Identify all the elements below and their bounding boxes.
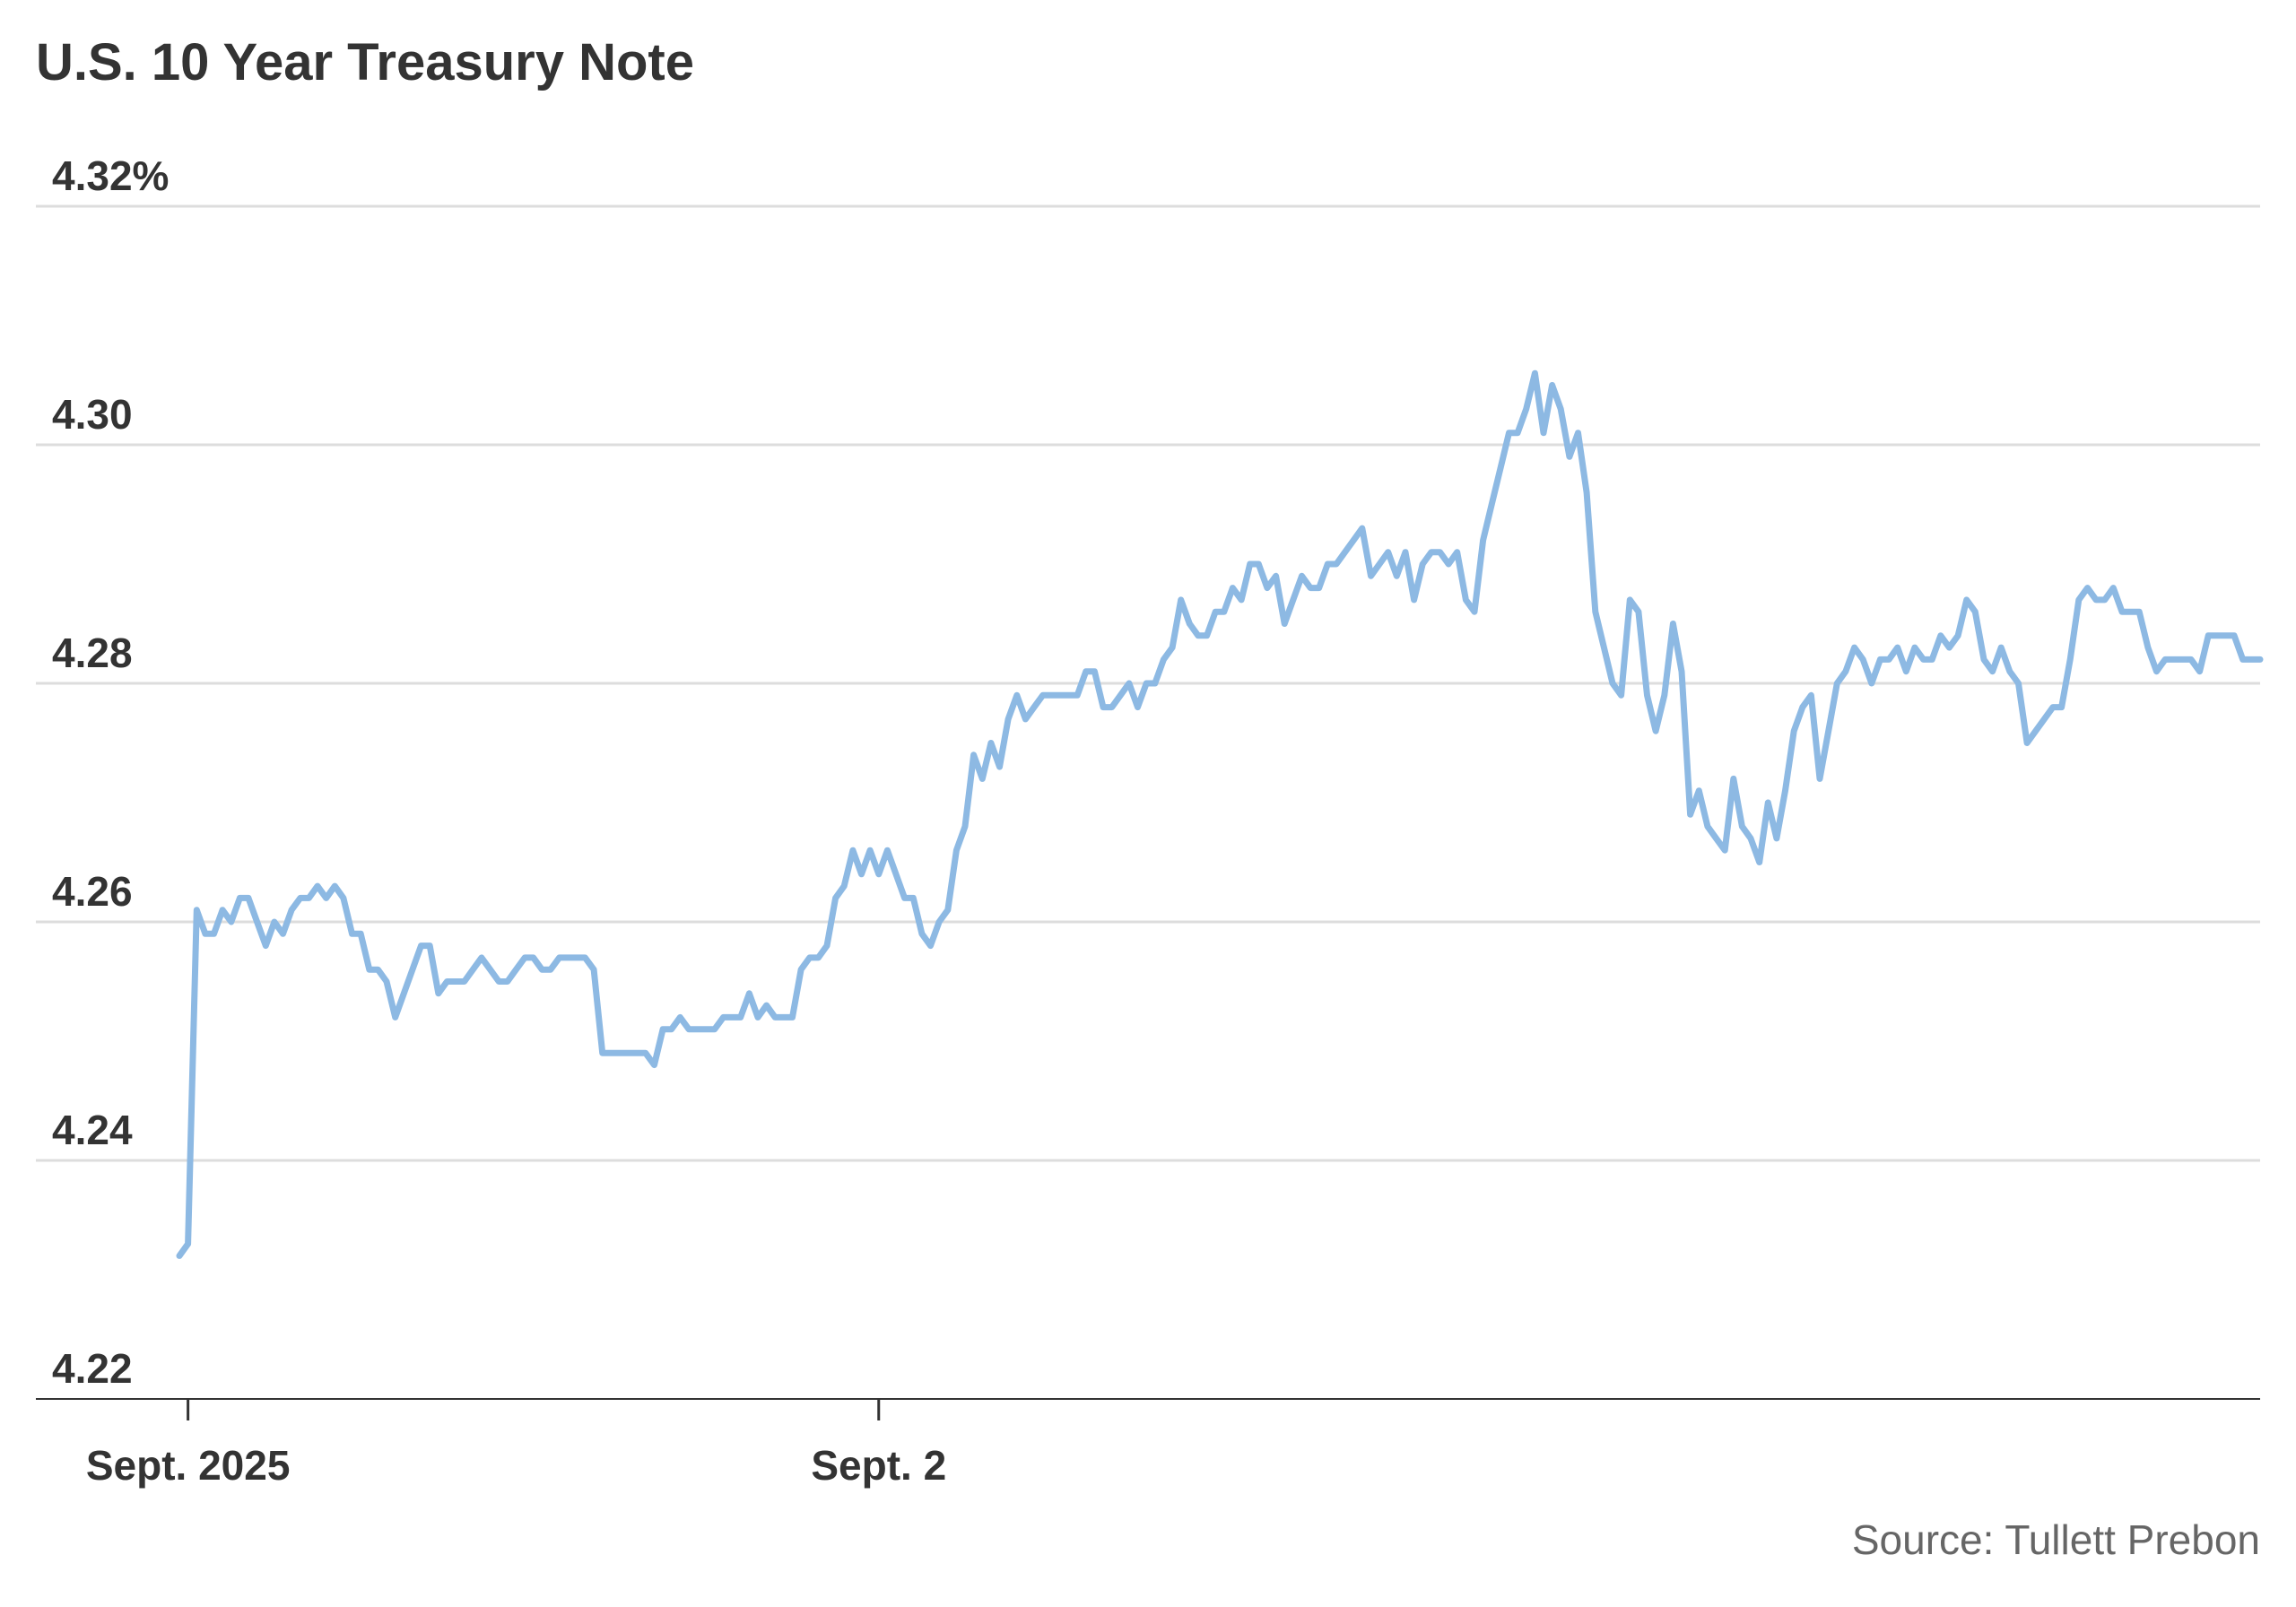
y-tick-label: 4.32%: [52, 152, 169, 199]
y-tick-label: 4.28: [52, 630, 133, 676]
gridlines: [36, 204, 2260, 1400]
y-tick-label: 4.30: [52, 391, 133, 438]
chart-title: U.S. 10 Year Treasury Note: [36, 33, 695, 91]
series-line: [176, 369, 2264, 1259]
y-tick-label: 4.22: [52, 1345, 133, 1392]
source-note: Source: Tullett Prebon: [1851, 1516, 2260, 1563]
series-layer: [176, 369, 2264, 1259]
y-axis-labels: 4.22 4.24 4.26 4.28 4.30 4.32%: [52, 152, 169, 1392]
x-tick-label: Sept. 2025: [86, 1442, 291, 1489]
x-axis: Sept. 2025 Sept. 2: [86, 1399, 946, 1489]
x-tick-label: Sept. 2: [811, 1442, 946, 1489]
y-tick-label: 4.24: [52, 1107, 133, 1153]
y-tick-label: 4.26: [52, 868, 133, 915]
